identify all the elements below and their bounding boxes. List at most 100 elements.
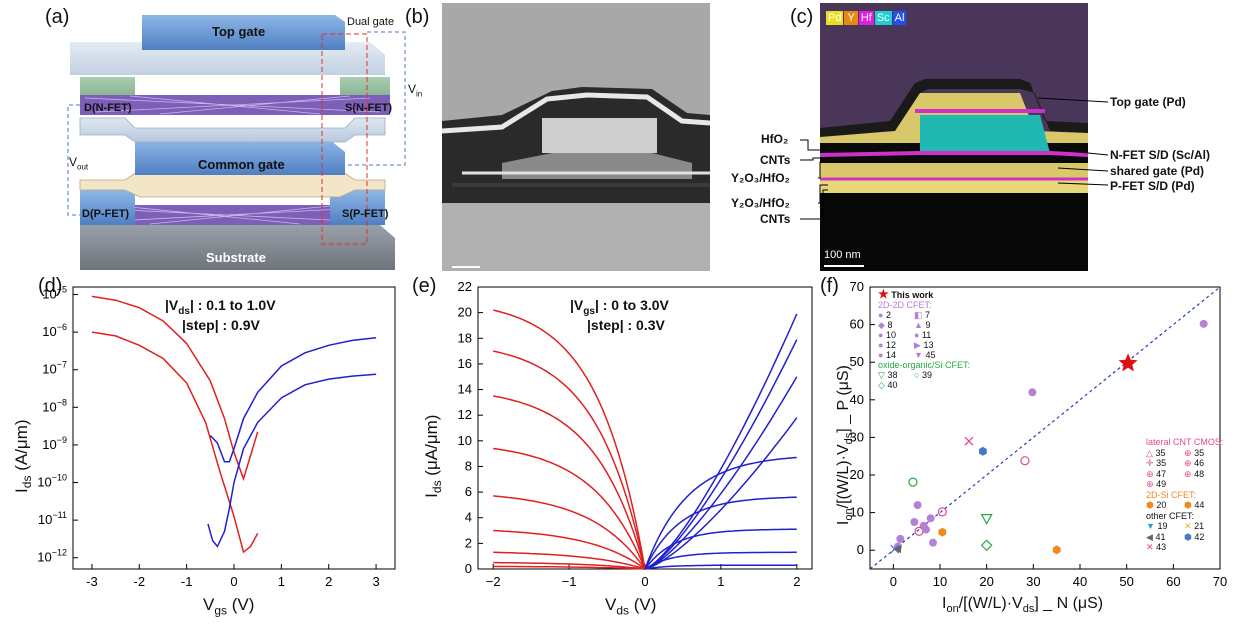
orange-marker-icon: ⬢ (1146, 500, 1154, 510)
orange-marker-icon: ⬢ (1184, 500, 1192, 510)
y-tick-label: 10 (850, 505, 864, 520)
scatter-point (1052, 545, 1061, 555)
eds-map: Pd Y Hf Sc Al 100 nm (820, 3, 1088, 271)
x-tick-label: 0 (641, 574, 648, 589)
output-curve-blue-8 (644, 564, 797, 570)
pink-marker-icon: ⊕ (1146, 479, 1154, 489)
chart-e-ylabel: Ids (μA/μm) (421, 414, 445, 498)
y-tick-label: 50 (850, 354, 864, 369)
chart-d-annotation-2: |step| : 0.9V (182, 317, 260, 333)
x-tick-label: -3 (86, 574, 98, 589)
purple-marker-icon: ● (878, 330, 884, 340)
transfer-curve-2 (209, 337, 377, 463)
scatter-point (929, 538, 937, 547)
scatter-point (1020, 456, 1030, 466)
chart-d-ylabel: Ids (A/μm) (11, 419, 35, 493)
scatter-point (893, 545, 902, 554)
purple-marker-icon: ▶ (914, 340, 921, 350)
common-gate-block (135, 140, 345, 175)
scatter-point (922, 525, 930, 534)
panel-b-label: (b) (405, 6, 430, 28)
purple-marker-icon: ▼ (914, 350, 923, 360)
output-curve-blue-6 (644, 528, 797, 570)
nfet-sd-label: N-FET S/D (Sc/Al) (1110, 148, 1211, 162)
scatter-point (979, 446, 987, 456)
output-curve-blue-7 (644, 551, 797, 570)
transfer-curve-1 (91, 331, 259, 554)
x-tick-label: 10 (933, 574, 947, 589)
panel-a: (a) (0, 0, 430, 275)
panel-d: (d) -3 -2 -1 0 1 2 3 10−12 10−11 10−10 10−9 10−8 10−… (0, 275, 400, 629)
y-tick-label: 10−10 (37, 473, 67, 490)
y-tick-label: 10−11 (38, 510, 67, 527)
cnts-label: CNTs (760, 153, 791, 167)
x-tick-label: −1 (562, 574, 577, 589)
y-tick-label: 20 (850, 467, 864, 482)
x-tick-label: 0 (230, 574, 237, 589)
output-curve-blue-2 (644, 376, 798, 570)
output-curve-red-2 (493, 395, 646, 570)
y-tick-label: 16 (458, 356, 472, 371)
x-tick-label: 0 (890, 574, 897, 589)
x-tick-label: 2 (793, 574, 800, 589)
y-tick-label: 4 (465, 510, 472, 525)
panel-e-label: (e) (412, 275, 437, 297)
y-tick-label: 10−7 (42, 360, 67, 377)
y-tick-label: 14 (458, 382, 472, 397)
benchmark-scatter-chart: 0 10 20 30 40 50 60 70 0 10 20 30 40 50 60 70 (850, 279, 1228, 589)
y-tick-label: 10−12 (37, 548, 67, 565)
output-curve-blue-0 (644, 313, 798, 570)
x-tick-label: 40 (1073, 574, 1087, 589)
y-tick-label: 2 (465, 535, 472, 550)
panel-b: (b) (400, 0, 720, 275)
chart-e-xlabel: Vds (V) (605, 595, 657, 618)
d-pfet-contact (80, 190, 135, 225)
scatter-point (926, 514, 935, 523)
purple-marker-icon: ◆ (878, 320, 885, 330)
x-tick-label: −2 (486, 574, 501, 589)
y-tick-label: 70 (850, 279, 864, 294)
output-curve-blue-5 (644, 496, 797, 570)
scatter-point (908, 477, 918, 487)
x-tick-label: 30 (1026, 574, 1040, 589)
y-tick-label: 30 (850, 429, 864, 444)
legend-this-work: ★ This work (878, 287, 934, 301)
chart-d-annotation-1: |Vds| : 0.1 to 1.0V (165, 297, 276, 317)
element-hf-chip: Hf (858, 11, 874, 25)
dual-gate-box (321, 33, 368, 245)
pink-marker-icon: ✛ (1146, 458, 1154, 468)
scatter-point (938, 527, 947, 537)
pink-marker-icon: ⊕ (1146, 468, 1154, 479)
y-tick-label: 18 (458, 330, 472, 345)
panel-d-label: (d) (38, 275, 63, 297)
chart-e-annotation-2: |step| : 0.3V (587, 317, 665, 333)
pfet-sd-label: P-FET S/D (Pd) (1110, 179, 1195, 193)
x-tick-label: 70 (1213, 574, 1227, 589)
purple-marker-icon: ● (878, 310, 884, 320)
legend-2dsi-grid: ⬢ 20 ⬢ 44 (1146, 500, 1205, 510)
purple-marker-icon: ● (914, 330, 920, 340)
legend-other-grid: ▼ 19 ✕ 21 ◀ 41 ⬢ 42 ✕ 43 (1146, 521, 1205, 552)
s-nfet-label: S(N-FET) (345, 102, 393, 114)
panel-c: (c) Pd Y Hf Sc Al 100 nm HfO₂ CNTs Y₂O₃/… (728, 0, 1256, 275)
legend-top: ★ This work 2D-2D CFET: ● 2 ◧ 7 ◆ 8 ▲ 9 … (878, 287, 970, 390)
purple-marker-icon: ● (878, 350, 884, 360)
dual-gate-label: Dual gate (347, 16, 395, 28)
green-marker-icon: ○ (914, 370, 920, 380)
teal-marker-icon: ▼ (1146, 521, 1155, 531)
legend-lateral-title: lateral CNT CMOS: (1146, 437, 1224, 447)
v-out-label: Vout (69, 155, 89, 172)
scatter-point (1028, 388, 1037, 397)
x-tick-label: 3 (372, 574, 379, 589)
y-tick-label: 0 (857, 542, 864, 557)
scale-bar-label: 100 nm (824, 249, 861, 261)
transfer-curve-chart: -3 -2 -1 0 1 2 3 10−12 10−11 10−10 10−9 10−8 10−7 10−… (37, 285, 396, 589)
purple-marker-icon: ◧ (914, 310, 923, 320)
chart-d-xlabel: Vgs (V) (203, 595, 255, 618)
output-curve-red-1 (493, 350, 646, 570)
output-curve-blue-4 (644, 456, 797, 570)
legend-other-title: other CFET: (1146, 510, 1195, 521)
scatter-point (913, 501, 922, 510)
top-gate-label: Top gate (212, 24, 266, 39)
